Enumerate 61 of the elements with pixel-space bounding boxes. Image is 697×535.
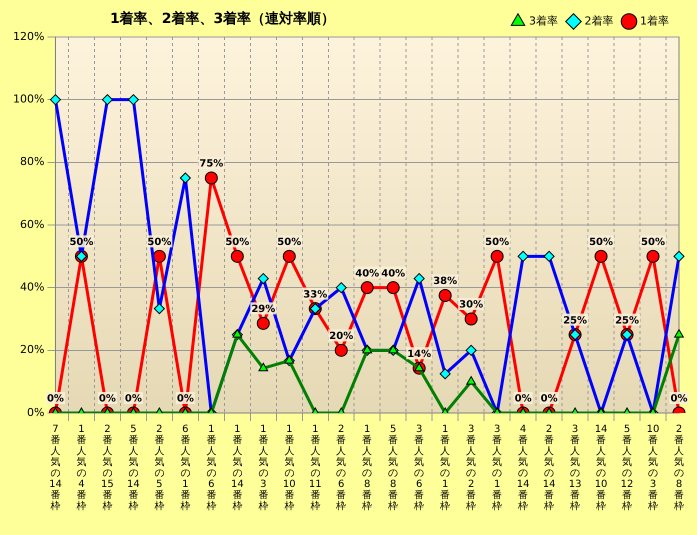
data-label: 75% bbox=[199, 158, 224, 170]
x-tick-label: 3番人気の6番枠 bbox=[413, 424, 424, 512]
x-tick-label: 2番人気の6番枠 bbox=[335, 424, 346, 512]
data-label: 0% bbox=[514, 394, 532, 405]
data-label: 50% bbox=[225, 236, 250, 248]
x-tick-label: 2番人気の14番枠 bbox=[542, 424, 556, 512]
x-tick-label: 4番人気の14番枠 bbox=[516, 424, 530, 512]
y-tick-label: 120% bbox=[12, 30, 44, 43]
data-label: 0% bbox=[540, 394, 558, 405]
legend-label: 3着率 bbox=[529, 14, 558, 28]
data-label: 25% bbox=[563, 315, 588, 326]
data-label: 40% bbox=[355, 268, 380, 280]
x-tick-label: 1番人気の8番枠 bbox=[361, 424, 372, 512]
x-tick-label: 5番人気の8番枠 bbox=[387, 424, 398, 512]
data-label: 0% bbox=[98, 394, 116, 405]
chart-title: 1着率、2着率、3着率（連対率順） bbox=[110, 10, 336, 28]
data-label: 30% bbox=[459, 300, 484, 311]
y-tick-label: 80% bbox=[20, 155, 44, 168]
x-tick-label: 2番人気の8番枠 bbox=[673, 424, 684, 512]
x-tick-label: 2番人気の15番枠 bbox=[101, 424, 114, 512]
data-label: 50% bbox=[589, 236, 614, 248]
x-tick-label: 5番人気の12番枠 bbox=[620, 424, 634, 512]
data-label: 50% bbox=[277, 236, 302, 248]
x-tick-label: 3番人気の2番枠 bbox=[465, 424, 476, 512]
legend-label: 2着率 bbox=[584, 14, 614, 28]
data-label: 50% bbox=[641, 236, 665, 248]
data-label: 0% bbox=[670, 394, 688, 405]
x-tick-label: 7番人気の14番枠 bbox=[49, 424, 62, 512]
y-tick-label: 60% bbox=[20, 218, 44, 231]
x-tick-label: 14番人気の10番枠 bbox=[594, 424, 608, 512]
x-tick-label: 10番人気の3番枠 bbox=[646, 424, 660, 512]
data-label: 0% bbox=[176, 394, 194, 405]
x-tick-label: 1番人気の3番枠 bbox=[257, 424, 268, 512]
x-tick-label: 1番人気の1番枠 bbox=[439, 424, 450, 512]
data-label: 29% bbox=[251, 304, 276, 315]
x-tick-label: 6番人気の1番枠 bbox=[179, 424, 190, 512]
data-label: 50% bbox=[69, 236, 94, 248]
data-label: 14% bbox=[407, 348, 432, 360]
data-label: 25% bbox=[615, 315, 640, 326]
data-label: 0% bbox=[124, 394, 142, 405]
x-tick-label: 1番人気の6番枠 bbox=[205, 424, 216, 512]
y-tick-label: 20% bbox=[20, 343, 44, 356]
legend-label: 1着率 bbox=[640, 14, 669, 28]
data-label: 33% bbox=[303, 289, 328, 300]
x-tick-label: 3番人気の1番枠 bbox=[491, 424, 502, 512]
data-label: 20% bbox=[329, 330, 354, 342]
data-label: 50% bbox=[485, 236, 510, 248]
y-tick-label: 100% bbox=[12, 92, 44, 106]
x-tick-label: 5番人気の14番枠 bbox=[127, 424, 140, 512]
x-tick-label: 1番人気の10番枠 bbox=[282, 424, 296, 512]
data-label: 40% bbox=[381, 268, 406, 280]
x-tick-label: 3番人気の13番枠 bbox=[568, 424, 582, 512]
data-label: 38% bbox=[433, 276, 458, 288]
x-tick-label: 1番人気の11番枠 bbox=[308, 424, 322, 512]
y-tick-label: 0% bbox=[26, 406, 44, 419]
data-label: 0% bbox=[46, 394, 64, 405]
x-tick-label: 2番人気の5番枠 bbox=[153, 424, 164, 512]
x-tick-label: 1番人気の14番枠 bbox=[230, 424, 244, 512]
x-tick-label: 1番人気の4番枠 bbox=[75, 424, 86, 512]
data-label: 50% bbox=[147, 236, 172, 248]
y-tick-label: 40% bbox=[20, 280, 44, 294]
